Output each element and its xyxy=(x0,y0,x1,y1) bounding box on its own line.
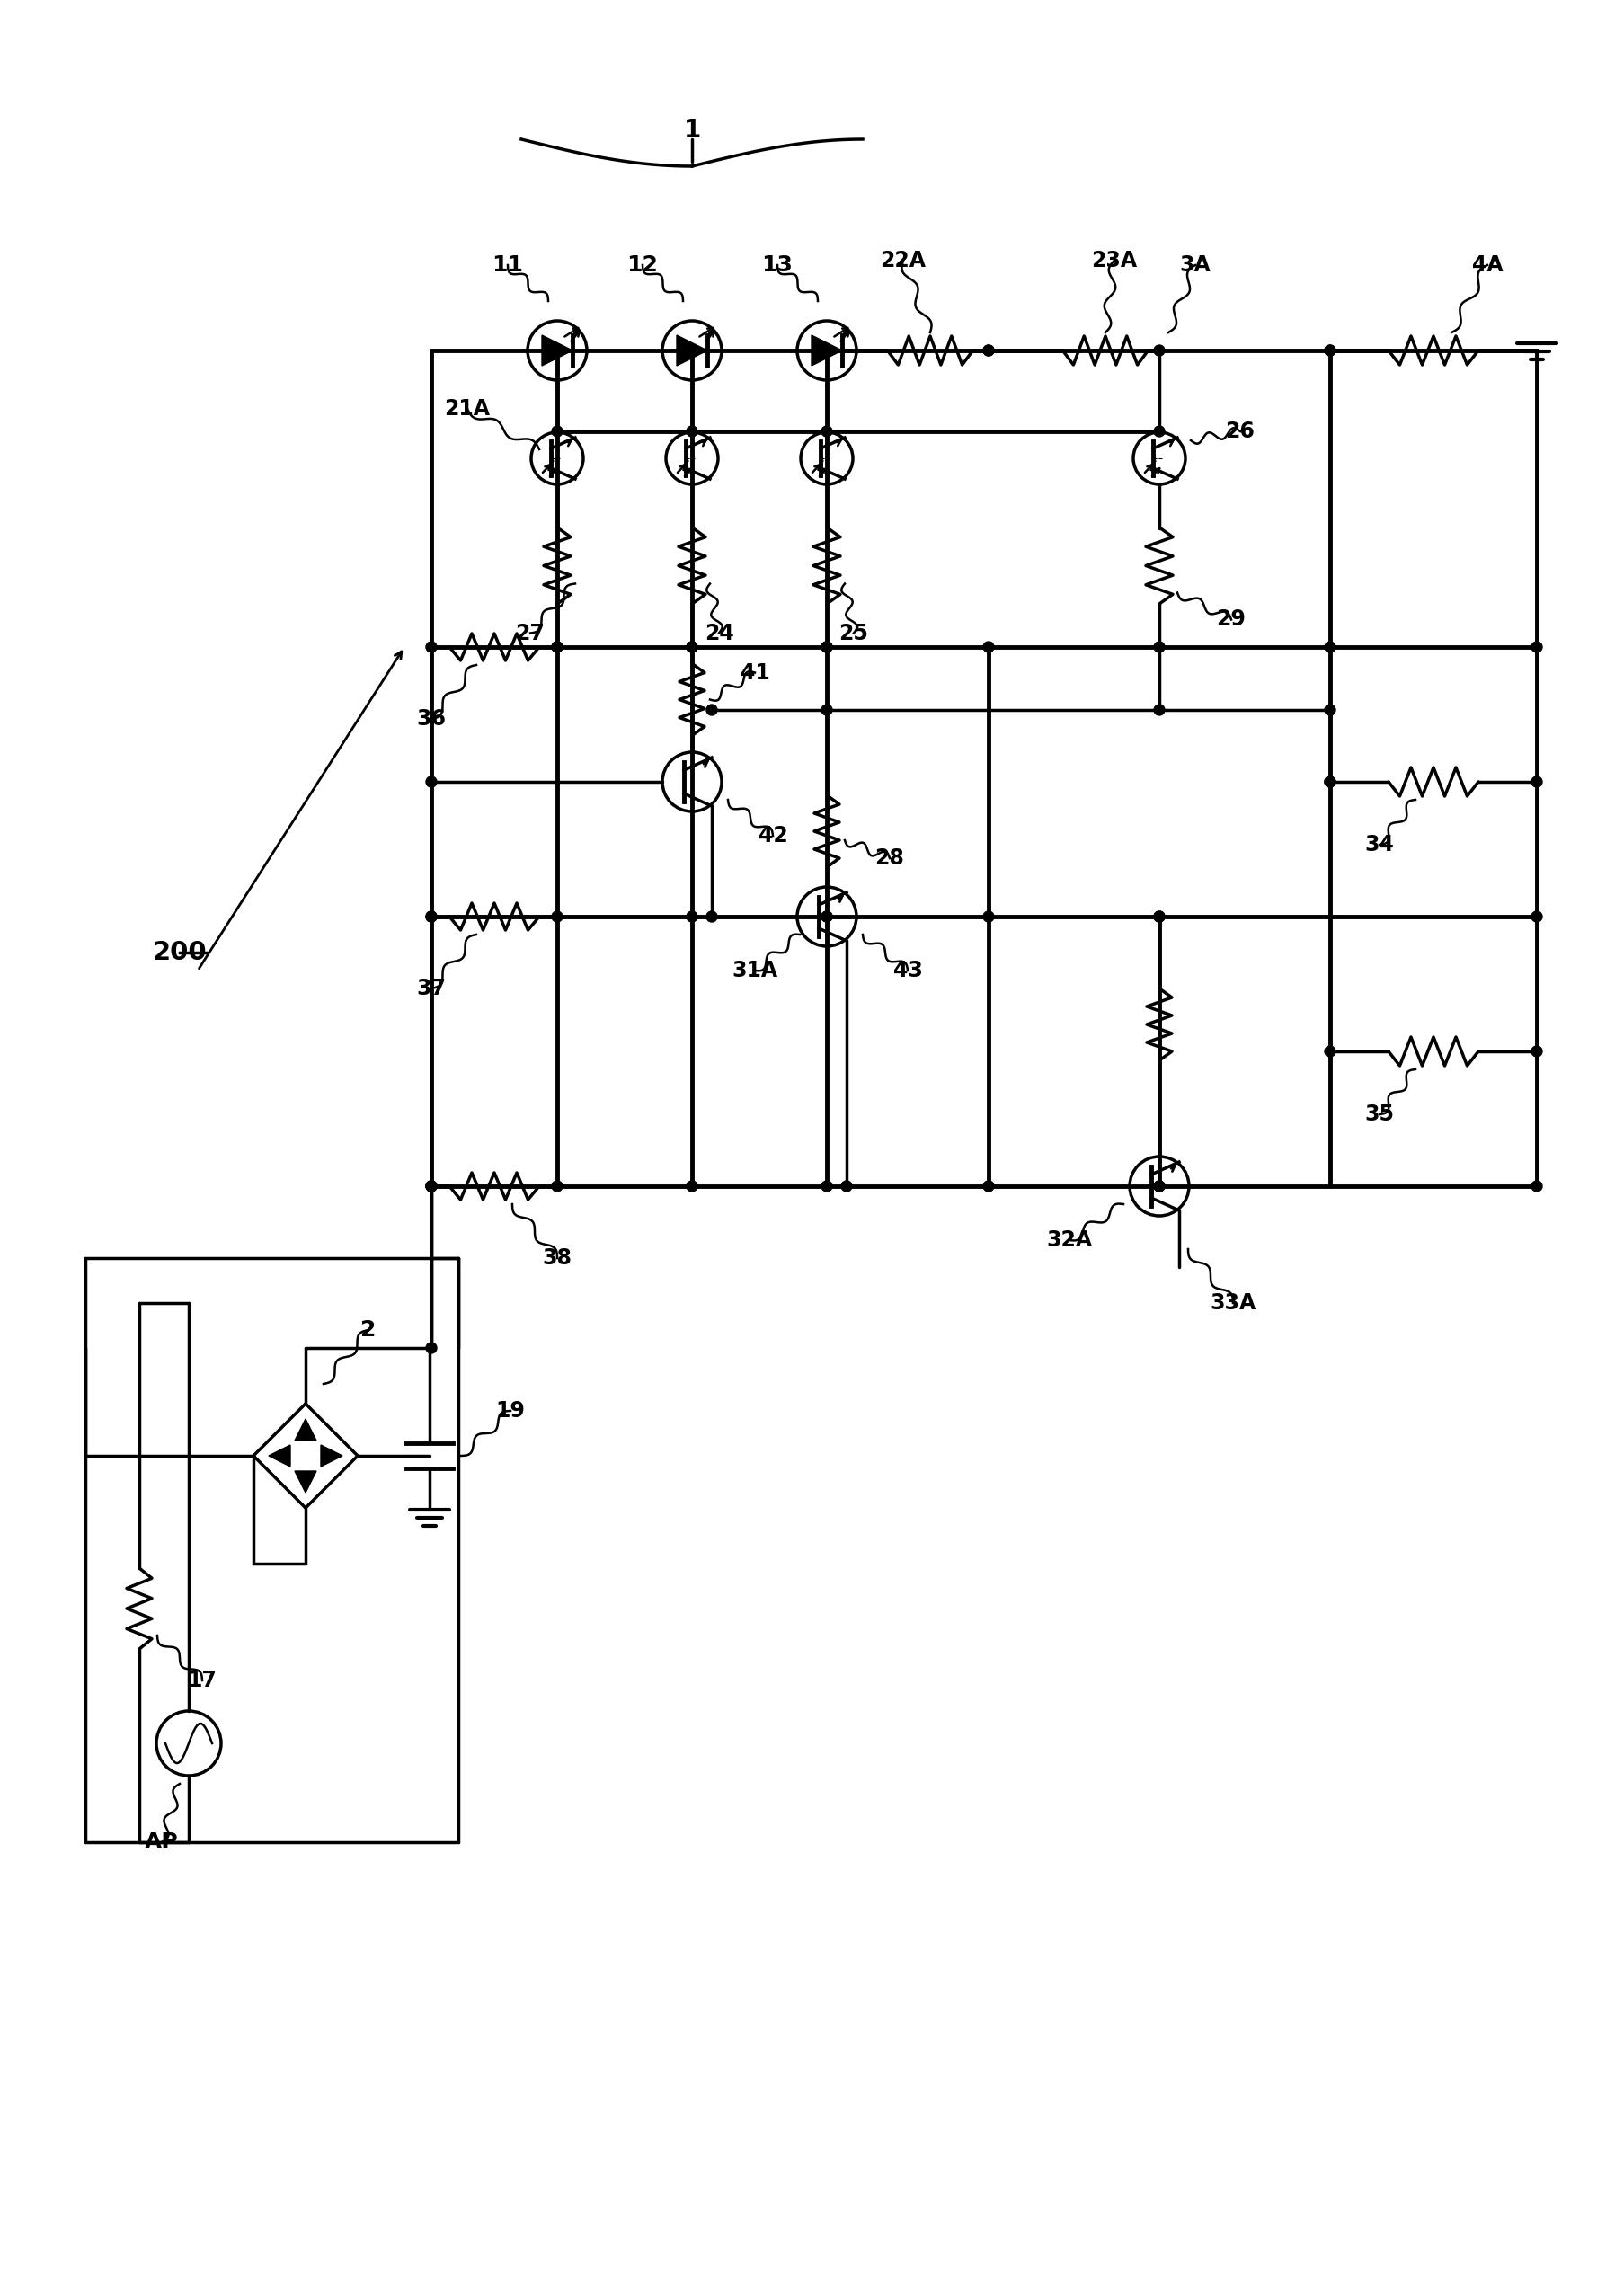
Polygon shape xyxy=(676,335,707,365)
Circle shape xyxy=(687,641,697,652)
Circle shape xyxy=(426,1180,437,1192)
Text: 35: 35 xyxy=(1365,1104,1394,1125)
Text: 11: 11 xyxy=(491,255,524,276)
Circle shape xyxy=(821,705,832,716)
Text: 43: 43 xyxy=(893,960,922,980)
Text: 41: 41 xyxy=(740,661,769,684)
Circle shape xyxy=(687,344,697,356)
Circle shape xyxy=(821,427,832,436)
Text: 38: 38 xyxy=(543,1247,572,1270)
Circle shape xyxy=(983,344,994,356)
Circle shape xyxy=(687,641,697,652)
Text: 200: 200 xyxy=(153,939,207,964)
Circle shape xyxy=(1532,912,1542,923)
Circle shape xyxy=(426,1343,437,1352)
Circle shape xyxy=(707,705,718,716)
Circle shape xyxy=(1325,1047,1336,1056)
Text: 37: 37 xyxy=(416,978,446,999)
Circle shape xyxy=(1155,641,1164,652)
Circle shape xyxy=(1532,1180,1542,1192)
Circle shape xyxy=(983,912,994,923)
Text: 33A: 33A xyxy=(1209,1293,1256,1313)
Polygon shape xyxy=(811,335,842,365)
Circle shape xyxy=(821,1180,832,1192)
Text: 27: 27 xyxy=(516,622,544,643)
Circle shape xyxy=(1155,912,1164,923)
Circle shape xyxy=(1155,344,1164,356)
Circle shape xyxy=(552,427,562,436)
Circle shape xyxy=(1155,1180,1164,1192)
Polygon shape xyxy=(268,1444,291,1467)
Text: AP: AP xyxy=(145,1832,178,1853)
Circle shape xyxy=(1155,705,1164,716)
Circle shape xyxy=(426,912,437,923)
Text: 12: 12 xyxy=(626,255,658,276)
Circle shape xyxy=(821,641,832,652)
Text: 42: 42 xyxy=(758,824,787,847)
Circle shape xyxy=(1325,776,1336,788)
Text: 21A: 21A xyxy=(445,397,490,420)
Circle shape xyxy=(552,1180,562,1192)
Text: 28: 28 xyxy=(875,847,904,868)
Polygon shape xyxy=(296,1472,316,1492)
Text: 2: 2 xyxy=(361,1320,376,1341)
Polygon shape xyxy=(296,1419,316,1440)
Circle shape xyxy=(983,344,994,356)
Circle shape xyxy=(821,912,832,923)
Circle shape xyxy=(1155,912,1164,923)
Circle shape xyxy=(1325,344,1336,356)
Circle shape xyxy=(426,912,437,923)
Text: 13: 13 xyxy=(761,255,793,276)
Text: 26: 26 xyxy=(1225,420,1254,443)
Circle shape xyxy=(1325,705,1336,716)
Circle shape xyxy=(821,641,832,652)
Circle shape xyxy=(687,912,697,923)
Text: 4A: 4A xyxy=(1471,255,1503,276)
Circle shape xyxy=(821,344,832,356)
Circle shape xyxy=(707,912,718,923)
Circle shape xyxy=(1325,776,1336,788)
Text: 23A: 23A xyxy=(1092,250,1137,271)
Circle shape xyxy=(687,1180,697,1192)
Text: 1: 1 xyxy=(684,117,700,142)
Circle shape xyxy=(1532,641,1542,652)
Circle shape xyxy=(1325,641,1336,652)
Circle shape xyxy=(842,1180,851,1192)
Circle shape xyxy=(1532,1047,1542,1056)
Circle shape xyxy=(552,912,562,923)
Text: 31A: 31A xyxy=(732,960,777,980)
Text: 34: 34 xyxy=(1365,833,1394,856)
Circle shape xyxy=(426,1180,437,1192)
Text: 3A: 3A xyxy=(1180,255,1211,276)
Text: 29: 29 xyxy=(1216,608,1246,631)
Text: 24: 24 xyxy=(705,622,734,643)
Circle shape xyxy=(1155,427,1164,436)
Text: 36: 36 xyxy=(416,707,446,730)
Circle shape xyxy=(552,344,562,356)
Text: 32A: 32A xyxy=(1047,1228,1092,1251)
Circle shape xyxy=(983,641,994,652)
Circle shape xyxy=(552,641,562,652)
Text: 22A: 22A xyxy=(880,250,927,271)
Circle shape xyxy=(821,344,832,356)
Circle shape xyxy=(426,776,437,788)
Text: 25: 25 xyxy=(838,622,869,643)
Circle shape xyxy=(821,912,832,923)
Circle shape xyxy=(426,1180,437,1192)
Circle shape xyxy=(1532,776,1542,788)
Polygon shape xyxy=(541,335,572,365)
Text: 17: 17 xyxy=(188,1669,217,1692)
Circle shape xyxy=(983,1180,994,1192)
Circle shape xyxy=(1325,344,1336,356)
Circle shape xyxy=(687,427,697,436)
Circle shape xyxy=(552,641,562,652)
Circle shape xyxy=(426,641,437,652)
Polygon shape xyxy=(321,1444,342,1467)
Text: 19: 19 xyxy=(496,1401,525,1421)
Circle shape xyxy=(1155,1180,1164,1192)
